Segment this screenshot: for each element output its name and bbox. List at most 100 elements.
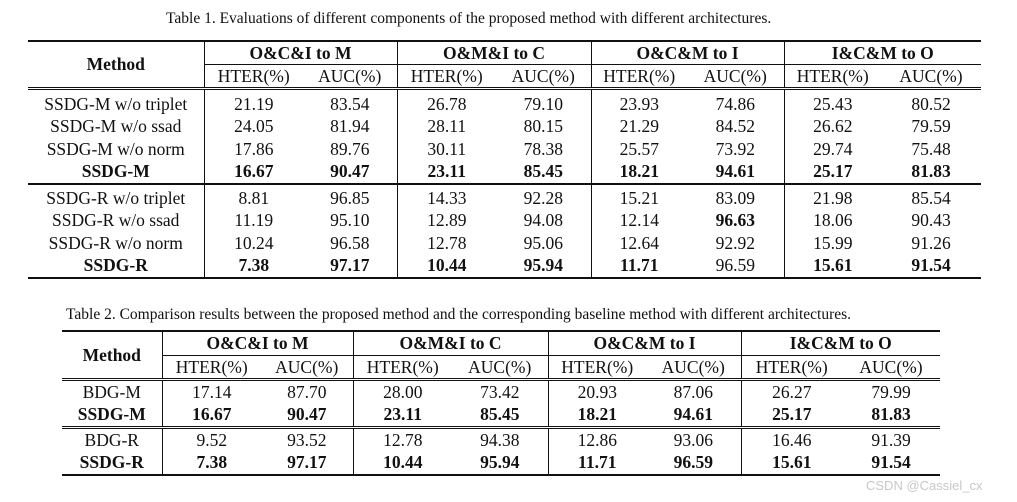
auc-value: 79.99	[871, 381, 911, 402]
auc-value: 92.92	[715, 232, 755, 253]
hter-value: 11.71	[547, 451, 646, 475]
hter-value: 10.44	[352, 451, 452, 475]
hter-value: 17.14	[161, 379, 261, 404]
hter-value: 23.11	[352, 403, 452, 428]
hter-value: 7.38	[203, 254, 303, 278]
metric-header: HTER(%)	[547, 355, 646, 380]
hter-value: 26.78	[396, 88, 496, 116]
auc-value: 81.94	[330, 116, 370, 137]
hter-value: 15.61	[783, 254, 881, 278]
hter-value: 14.33	[396, 183, 496, 210]
hter-value: 12.78	[396, 232, 496, 255]
auc-value: 85.45	[480, 404, 520, 425]
auc-value: 81.83	[871, 404, 911, 425]
metric-header: HTER(%)	[783, 64, 881, 89]
hter-value: 9.52	[161, 427, 261, 452]
hter-value: 20.93	[547, 379, 646, 404]
hter-value: 10.24	[203, 232, 303, 255]
auc-value: 80.52	[911, 93, 951, 114]
hter-value: 21.19	[203, 88, 303, 116]
hter-value: 23.11	[396, 160, 496, 184]
metric-header: AUC(%)	[881, 64, 981, 89]
auc-value: 80.15	[523, 116, 563, 137]
auc-value: 94.08	[523, 210, 563, 231]
hter-value: 12.89	[396, 209, 496, 232]
auc-value: 92.28	[496, 183, 591, 210]
table-row: SSDG-R 7.38 97.17 10.44 95.94 11.71 96.59 15.61…	[62, 451, 940, 475]
auc-value: 96.85	[303, 183, 397, 210]
metric-header: HTER(%)	[203, 64, 303, 89]
hter-value: 12.64	[590, 232, 687, 255]
auc-value: 97.17	[287, 452, 327, 473]
auc-value: 74.86	[715, 93, 755, 114]
auc-value: 90.43	[911, 210, 951, 231]
hter-value: 18.06	[783, 209, 881, 232]
auc-value: 81.83	[911, 161, 951, 182]
hter-value: 21.98	[783, 183, 881, 210]
table-row: SSDG-M 16.67 90.47 23.11 85.45 18.21 94.61 25.1…	[62, 403, 940, 428]
auc-value: 91.54	[871, 452, 911, 473]
auc-value: 87.70	[287, 381, 327, 402]
hter-value: 16.67	[203, 160, 303, 184]
auc-value: 94.61	[715, 161, 755, 182]
method-name: SSDG-M w/o norm	[46, 138, 185, 159]
group-header-c: O&M&I to C	[396, 41, 591, 65]
hter-value: 28.11	[396, 115, 496, 138]
metric-header: HTER(%)	[161, 355, 261, 380]
group-header-m: O&C&I to M	[203, 41, 397, 65]
method-name: SSDG-M	[81, 161, 150, 182]
metric-header: AUC(%)	[303, 64, 397, 89]
auc-value: 83.09	[687, 183, 784, 210]
hter-value: 23.93	[590, 88, 687, 116]
table-row: SSDG-R w/o triplet 8.81 96.85 14.33 92.28 15.…	[28, 183, 981, 210]
auc-value: 95.94	[523, 255, 563, 276]
metric-header: AUC(%)	[452, 355, 548, 380]
auc-value: 73.92	[715, 138, 755, 159]
auc-value: 93.52	[287, 429, 327, 450]
table-row: SSDG-R w/o norm 10.24 96.58 12.78 95.06 12.64…	[28, 232, 981, 255]
hter-value: 26.62	[783, 115, 881, 138]
table2: Method O&C&I to M O&M&I to C O&C&M to I …	[62, 330, 940, 476]
hter-value: 15.99	[783, 232, 881, 255]
method-name: BDG-M	[82, 381, 141, 402]
auc-value: 96.63	[715, 210, 755, 231]
auc-value: 95.06	[523, 232, 563, 253]
method-name: SSDG-M	[77, 404, 146, 425]
auc-value: 87.06	[673, 381, 713, 402]
table1: Method O&C&I to M O&M&I to C O&C&M to I …	[28, 40, 981, 279]
method-name: SSDG-R	[83, 255, 148, 276]
table-row: SSDG-M 16.67 90.47 23.11 85.45 18.21 94.61 25.1…	[28, 160, 981, 184]
hter-value: 25.43	[783, 88, 881, 116]
auc-value: 94.38	[480, 429, 520, 450]
hter-value: 8.81	[203, 183, 303, 210]
method-name: SSDG-R w/o norm	[48, 232, 183, 253]
auc-value: 96.59	[715, 255, 755, 276]
auc-value: 75.48	[911, 138, 951, 159]
group-header-o: I&C&M to O	[740, 331, 940, 356]
auc-value: 95.94	[480, 452, 520, 473]
hter-value: 10.44	[396, 254, 496, 278]
table-row: SSDG-M w/o ssad 24.05 81.94 28.11 80.15 21.29…	[28, 115, 981, 138]
hter-value: 21.29	[590, 115, 687, 138]
auc-value: 94.61	[673, 404, 713, 425]
hter-value: 16.46	[740, 427, 842, 452]
hter-value: 15.61	[740, 451, 842, 475]
table-row: SSDG-R w/o ssad 11.19 95.10 12.89 94.08 12.14…	[28, 209, 981, 232]
hter-value: 11.19	[203, 209, 303, 232]
metric-header: HTER(%)	[740, 355, 842, 380]
table-row: BDG-R 9.52 93.52 12.78 94.38 12.86 93.06 16.46 9…	[62, 427, 940, 452]
method-name: SSDG-M w/o ssad	[50, 116, 182, 137]
table-row: SSDG-R 7.38 97.17 10.44 95.94 11.71 96.59 15.61…	[28, 254, 981, 278]
auc-value: 89.76	[330, 138, 370, 159]
metric-header: HTER(%)	[590, 64, 687, 89]
method-name: SSDG-R	[79, 452, 144, 473]
method-header: Method	[86, 54, 145, 74]
hter-value: 25.17	[740, 403, 842, 428]
hter-value: 28.00	[352, 379, 452, 404]
table-row: BDG-M 17.14 87.70 28.00 73.42 20.93 87.06 26.27…	[62, 379, 940, 404]
metric-header: AUC(%)	[842, 355, 940, 380]
auc-value: 85.54	[881, 183, 981, 210]
metric-header: AUC(%)	[646, 355, 741, 380]
hter-value: 25.57	[590, 138, 687, 161]
auc-value: 78.38	[523, 138, 563, 159]
